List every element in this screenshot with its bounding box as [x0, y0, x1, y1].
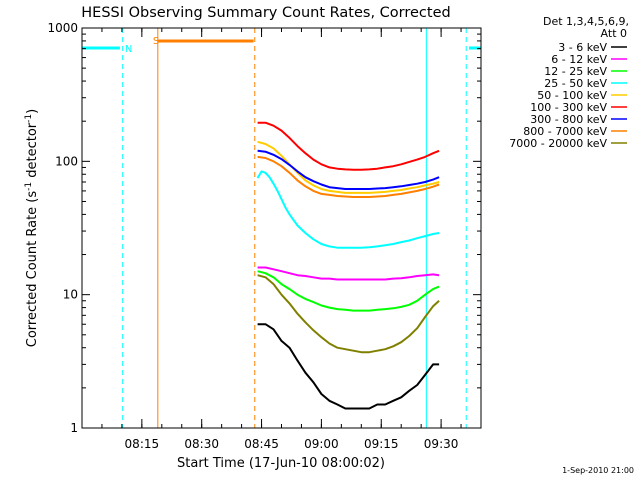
- flag-label-s: S: [153, 36, 159, 47]
- legend-label-6: 300 - 800 keV: [530, 113, 607, 126]
- legend-label-5: 100 - 300 keV: [530, 101, 607, 114]
- legend-label-1: 6 - 12 keV: [551, 53, 607, 66]
- plot-frame: [81, 27, 482, 429]
- legend-label-3: 25 - 50 keV: [544, 77, 607, 90]
- x-tick-label: 08:45: [244, 437, 279, 451]
- axis-ticks: [81, 28, 482, 429]
- flag-label-n: N: [125, 44, 132, 55]
- legend-header-detectors: Det 1,3,4,5,6,9,: [543, 15, 629, 28]
- chart-title: HESSI Observing Summary Count Rates, Cor…: [81, 5, 450, 21]
- legend-label-0: 3 - 6 keV: [558, 41, 607, 54]
- series-line-6: [257, 149, 440, 190]
- x-tick-label: 08:15: [125, 437, 160, 451]
- x-tick-label: 09:30: [424, 437, 459, 451]
- series-line-0: [257, 323, 440, 410]
- x-axis-label: Start Time (17-Jun-10 08:00:02): [177, 456, 385, 471]
- legend-label-4: 50 - 100 keV: [537, 89, 607, 102]
- y-tick-label: 10: [63, 288, 78, 302]
- chart-marks: NS: [82, 28, 481, 428]
- axis-tick-labels: 1 10 100 1000 08:15 08:30 08:45 09:00 09:15 09:30: [47, 21, 458, 451]
- series-line-8: [257, 274, 440, 354]
- y-axis-label: Corrected Count Rate (s-1 detector-1): [24, 109, 40, 347]
- x-tick-label: 09:00: [304, 437, 339, 451]
- y-tick-label: 1000: [47, 21, 78, 35]
- legend-label-2: 12 - 25 keV: [544, 65, 607, 78]
- legend-header-attenuator: Att 0: [601, 27, 627, 40]
- series-line-3: [256, 170, 440, 249]
- series-line-7: [257, 155, 440, 198]
- series-line-5: [257, 121, 440, 171]
- legend-label-7: 800 - 7000 keV: [523, 125, 607, 138]
- y-tick-label: 100: [55, 154, 78, 168]
- x-tick-label: 09:15: [364, 437, 399, 451]
- legend-label-8: 7000 - 20000 keV: [509, 137, 607, 150]
- series-line-1: [257, 266, 440, 281]
- y-tick-label: 1: [70, 421, 78, 435]
- generation-timestamp: 1-Sep-2010 21:00: [562, 466, 634, 475]
- series-line-2: [257, 270, 440, 312]
- x-tick-label: 08:30: [184, 437, 219, 451]
